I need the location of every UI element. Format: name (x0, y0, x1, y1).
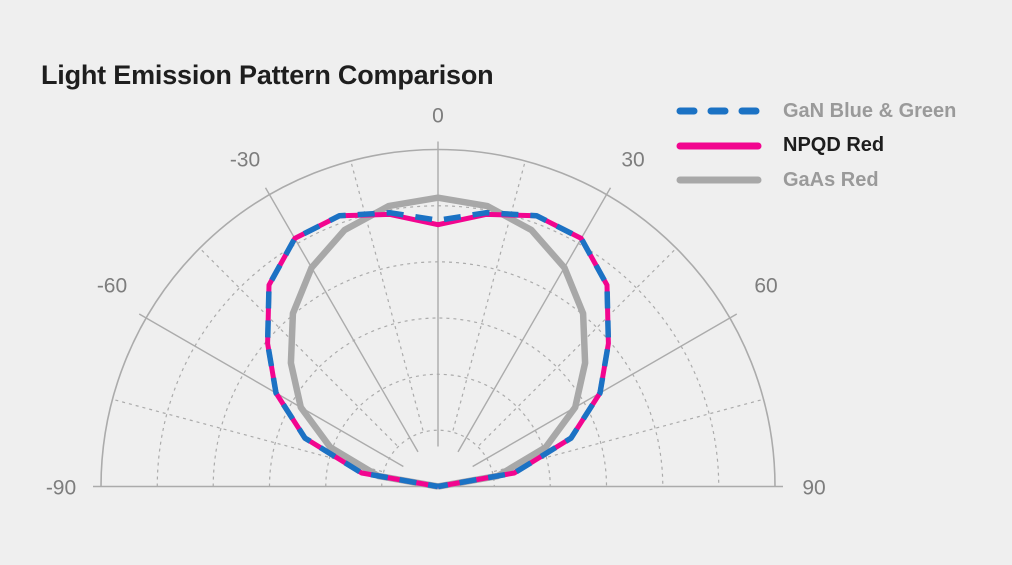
angle-gridline-minor (493, 398, 764, 473)
series-line-gaas-red (287, 194, 589, 490)
angle-tick-label: -60 (97, 275, 127, 298)
angle-tick-label: 90 (802, 477, 825, 500)
angle-tick-label: -90 (46, 477, 76, 500)
angle-gridline-minor (112, 398, 383, 473)
angle-gridline-minor (452, 160, 526, 431)
angle-tick-label: 30 (621, 149, 644, 172)
series-line-gan-blue-green (264, 209, 612, 490)
radial-gridline-arc (156, 205, 720, 487)
angle-gridline-major (457, 187, 612, 453)
angle-tick-label: -30 (230, 149, 260, 172)
legend-solid-line-icon (676, 176, 762, 184)
legend-item-gaas-red[interactable]: GaAs Red (676, 168, 956, 192)
legend-item-gan-blue-green[interactable]: GaN Blue & Green (676, 99, 956, 123)
chart-title: Light Emission Pattern Comparison (41, 60, 494, 90)
angle-tick-label: 60 (754, 275, 777, 298)
legend: GaN Blue & Green NPQD Red GaAs Red (676, 99, 956, 203)
legend-solid-line-icon (676, 142, 762, 149)
angle-gridline-major (472, 313, 738, 468)
angle-gridline-minor (478, 247, 677, 446)
angle-gridline-minor (199, 247, 398, 446)
polar-outer-arc (100, 148, 776, 487)
angle-tick-label: 0 (432, 105, 444, 128)
legend-label-gaas-red: GaAs Red (783, 168, 879, 191)
angle-gridline-major (264, 187, 419, 453)
legend-dashed-line-icon (676, 107, 762, 115)
angle-gridline-minor (350, 160, 424, 431)
legend-item-npqd-red[interactable]: NPQD Red (676, 134, 956, 158)
angle-gridline-major (138, 313, 404, 468)
legend-label-gan-blue-green: GaN Blue & Green (783, 99, 957, 122)
legend-label-npqd-red: NPQD Red (783, 134, 885, 156)
